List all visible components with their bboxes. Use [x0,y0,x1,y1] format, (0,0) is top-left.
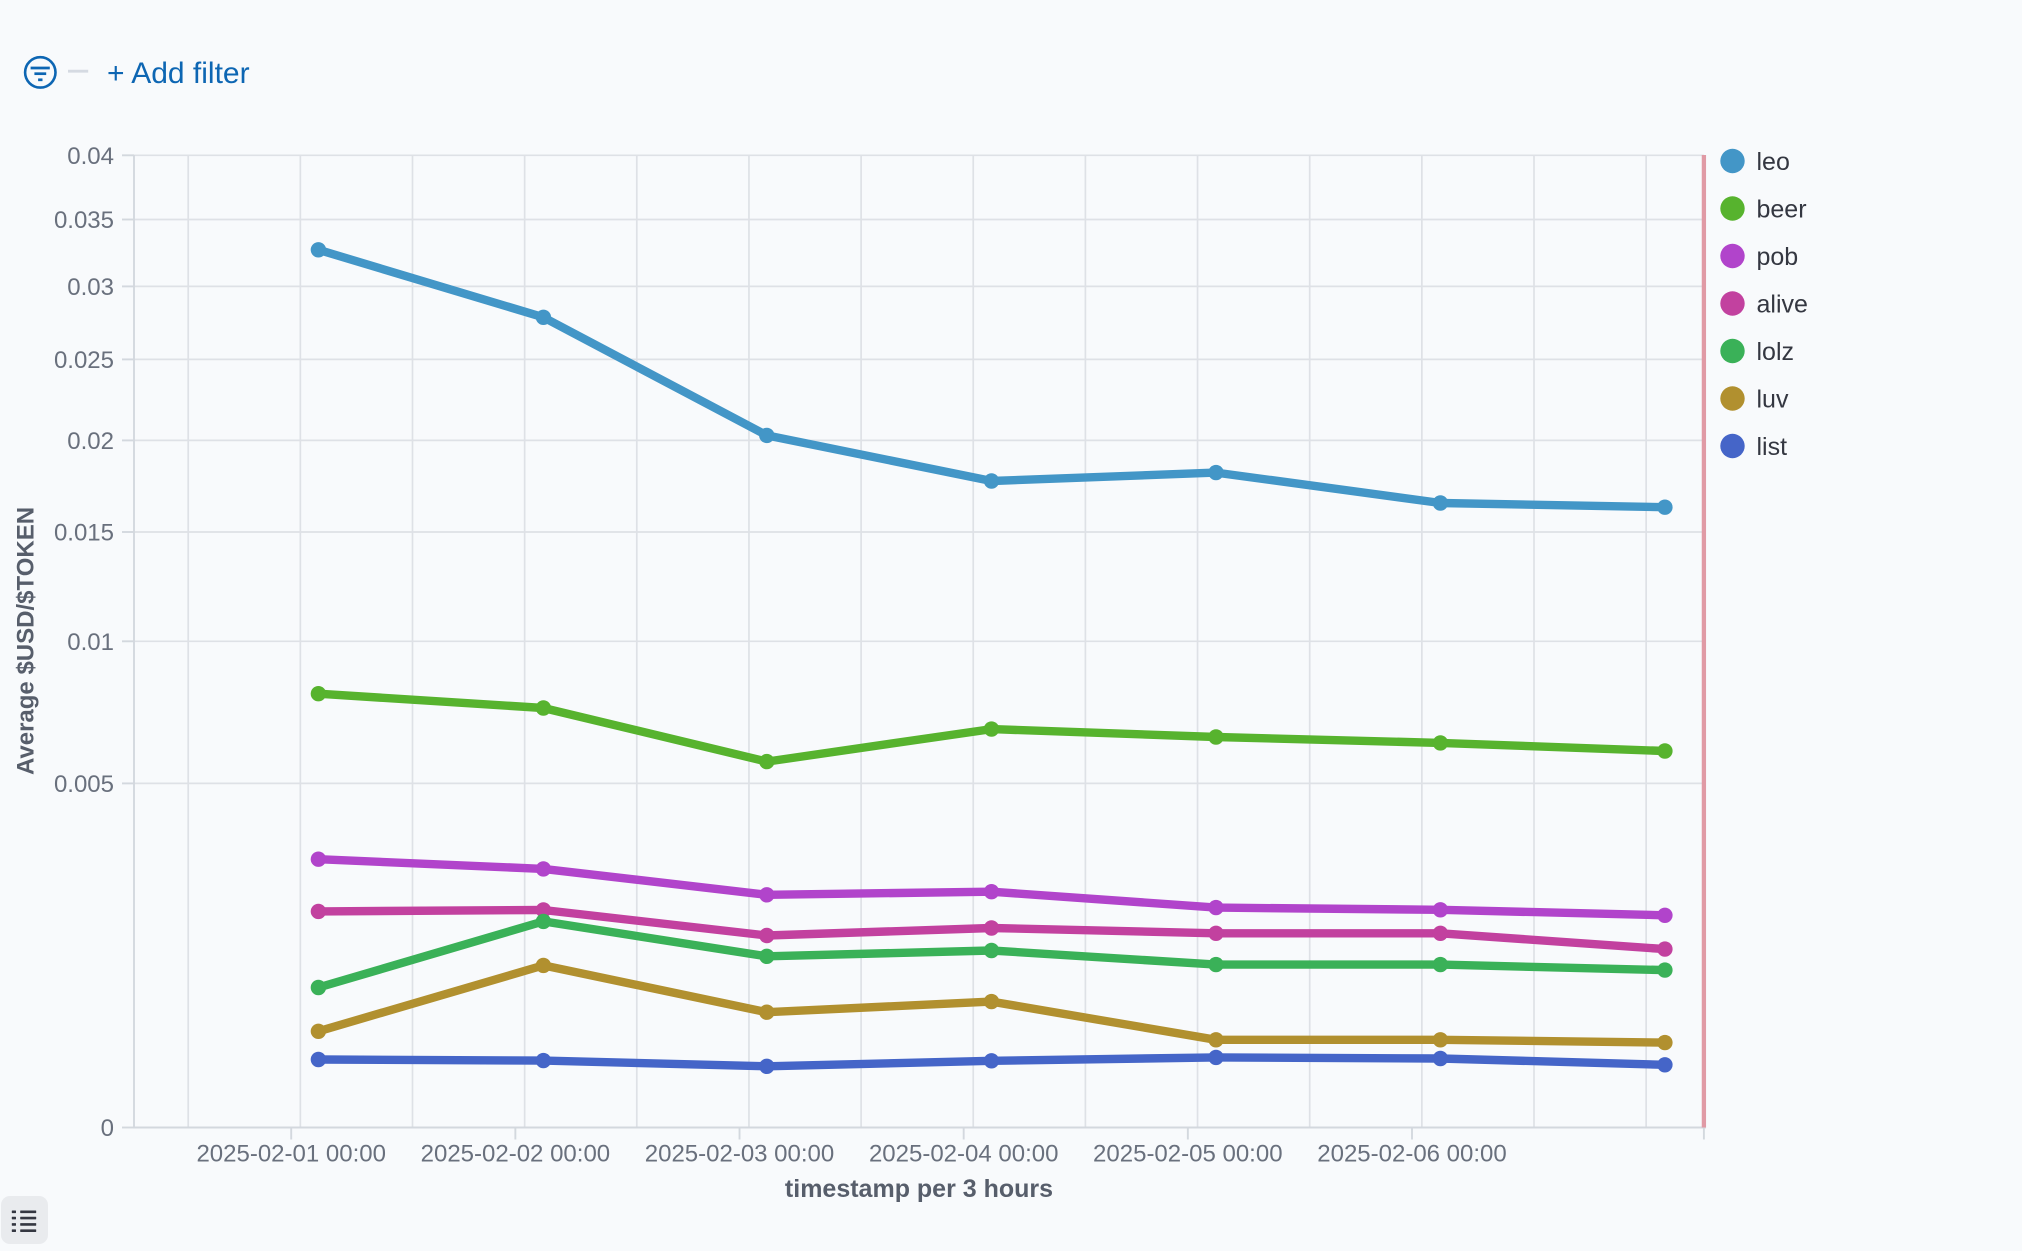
svg-text:2025-02-03 00:00: 2025-02-03 00:00 [645,1141,835,1168]
svg-text:alive: alive [1757,291,1808,319]
svg-text:2025-02-02 00:00: 2025-02-02 00:00 [421,1141,611,1168]
svg-text:0.01: 0.01 [67,629,114,656]
svg-text:0.02: 0.02 [67,428,114,455]
svg-text:timestamp per 3 hours: timestamp per 3 hours [785,1175,1053,1203]
svg-text:0.005: 0.005 [54,771,114,798]
svg-text:2025-02-06 00:00: 2025-02-06 00:00 [1317,1141,1507,1168]
svg-text:0.04: 0.04 [67,143,114,170]
svg-text:2025-02-01 00:00: 2025-02-01 00:00 [196,1141,386,1168]
svg-text:0.035: 0.035 [54,207,114,234]
svg-text:Average $USD/$TOKEN: Average $USD/$TOKEN [12,507,39,775]
svg-text:0.015: 0.015 [54,520,114,547]
svg-text:0.025: 0.025 [54,347,114,374]
svg-text:+ Add filter: + Add filter [107,57,250,90]
svg-text:leo: leo [1757,148,1790,176]
svg-text:pob: pob [1757,243,1799,271]
svg-text:luv: luv [1757,386,1789,414]
svg-text:2025-02-05 00:00: 2025-02-05 00:00 [1093,1141,1283,1168]
svg-text:0: 0 [101,1115,114,1142]
svg-text:beer: beer [1757,196,1807,224]
svg-text:lolz: lolz [1757,338,1795,366]
svg-text:0.03: 0.03 [67,274,114,301]
svg-text:2025-02-04 00:00: 2025-02-04 00:00 [869,1141,1059,1168]
svg-text:list: list [1757,433,1788,461]
